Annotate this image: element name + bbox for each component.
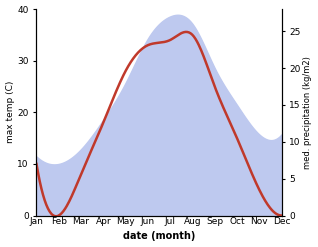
- Y-axis label: max temp (C): max temp (C): [5, 81, 15, 144]
- X-axis label: date (month): date (month): [123, 231, 195, 242]
- Y-axis label: med. precipitation (kg/m2): med. precipitation (kg/m2): [303, 56, 313, 169]
